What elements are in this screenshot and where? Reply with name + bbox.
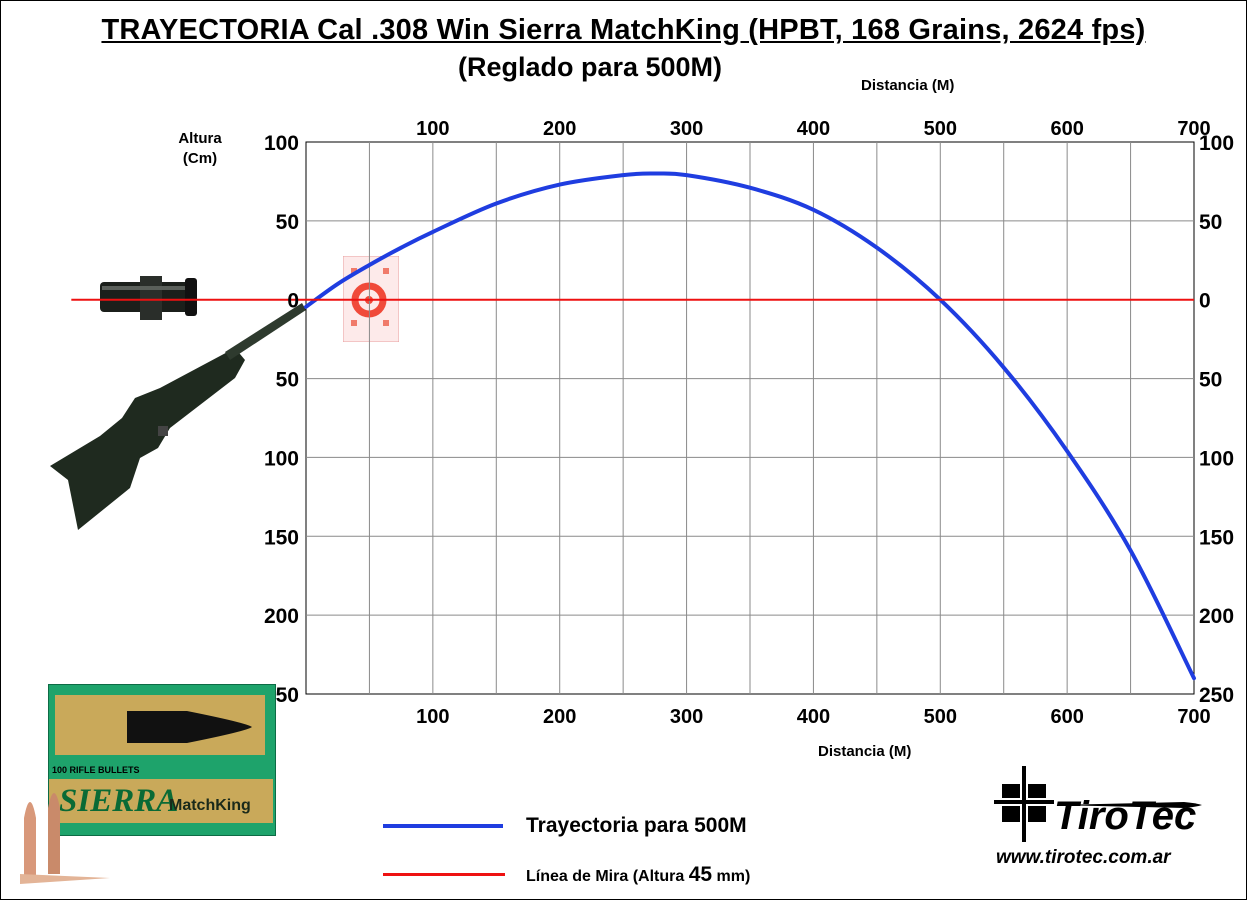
bullet-box-image: 100 RIFLE BULLETS SIERRA MatchKing — [48, 684, 276, 836]
y-tick-label-right: 200 — [1199, 605, 1234, 628]
x-tick-label-top: 100 — [416, 118, 449, 140]
x-tick-label-top: 300 — [670, 118, 703, 140]
x-tick-label-top: 700 — [1177, 118, 1210, 140]
legend-trajectory-label: Trayectoria para 500M — [526, 814, 747, 837]
legend-trajectory-swatch — [383, 824, 503, 828]
trajectory-line — [304, 171, 1196, 681]
chart-subtitle: (Reglado para 500M) — [457, 52, 723, 82]
legend-sight-swatch — [383, 873, 505, 876]
x-tick-label-bottom: 200 — [543, 706, 576, 728]
legend-sight-height: 45 — [688, 863, 713, 886]
legend-sight-unit: mm) — [716, 868, 751, 885]
x-tick-label-top: 200 — [543, 118, 576, 140]
x-tick-label-bottom: 500 — [924, 706, 957, 728]
y-tick-label-right: 100 — [1199, 447, 1234, 470]
y-tick-label-right: 250 — [1199, 684, 1234, 707]
y-tick-label-left: 50 — [276, 211, 299, 234]
y-tick-label-right: 50 — [1199, 369, 1222, 392]
y-axis-label-line2: (Cm) — [182, 150, 218, 167]
y-tick-label-right: 0 — [1199, 290, 1211, 313]
chart-title: TRAYECTORIA Cal .308 Win Sierra MatchKin… — [101, 14, 1146, 46]
x-tick-label-top: 600 — [1050, 118, 1083, 140]
y-tick-label-right: 150 — [1199, 526, 1234, 549]
x-tick-label-bottom: 600 — [1050, 706, 1083, 728]
y-tick-label-left: 200 — [264, 605, 299, 628]
y-tick-label-left: 100 — [264, 447, 299, 470]
y-tick-label-left: 0 — [287, 290, 299, 313]
box-brand: SIERRA — [59, 783, 179, 819]
box-product: MatchKing — [169, 797, 251, 814]
x-axis-label-bottom: Distancia (M) — [818, 743, 912, 760]
y-tick-label-right: 50 — [1199, 211, 1222, 234]
y-axis-label-line1: Altura — [178, 130, 222, 147]
logo-brand: TiroTec — [1054, 794, 1197, 838]
y-tick-label-left: 50 — [276, 369, 299, 392]
x-tick-label-bottom: 300 — [670, 706, 703, 728]
tick-layer: 1001002002003003004004005005006006007007… — [264, 118, 1234, 728]
y-axis-label: Altura (Cm) — [170, 129, 230, 169]
y-tick-label-right: 100 — [1199, 132, 1234, 155]
x-tick-label-bottom: 700 — [1177, 706, 1210, 728]
legend-sight-prefix: Línea de Mira (Altura — [526, 868, 685, 885]
x-tick-label-top: 500 — [924, 118, 957, 140]
bullet-logo-icon — [1056, 802, 1202, 808]
x-tick-label-top: 400 — [797, 118, 830, 140]
y-tick-label-left: 150 — [264, 526, 299, 549]
logo-url: www.tirotec.com.ar — [996, 847, 1171, 868]
bullet-icon — [127, 711, 252, 743]
y-tick-label-left: 100 — [264, 132, 299, 155]
x-tick-label-bottom: 400 — [797, 706, 830, 728]
x-axis-label-top: Distancia (M) — [861, 77, 955, 94]
series-layer — [71, 171, 1196, 681]
x-tick-label-bottom: 100 — [416, 706, 449, 728]
crosshair-logo-icon — [994, 766, 1054, 842]
grid-layer — [305, 141, 1195, 695]
legend-sight-label: Línea de Mira (Altura 45 mm) — [526, 863, 750, 887]
box-count-label: 100 RIFLE BULLETS — [52, 765, 140, 775]
cartridges-image — [20, 793, 110, 884]
rifle-image — [50, 276, 306, 530]
